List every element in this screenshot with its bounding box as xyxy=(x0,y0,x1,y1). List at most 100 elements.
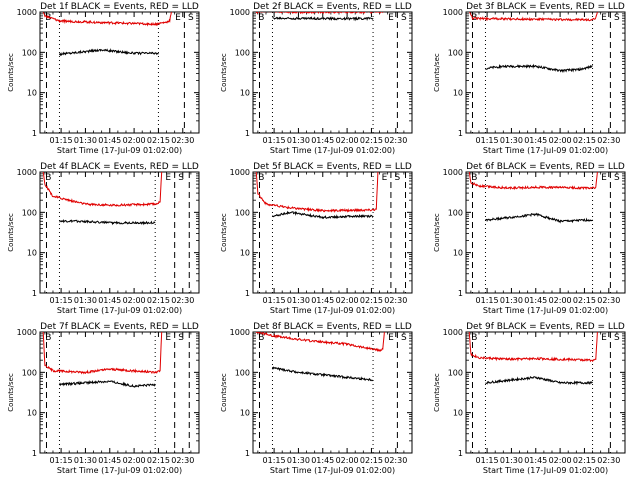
x-tick-label: 02:30 xyxy=(597,456,620,465)
y-tick-label: 1 xyxy=(458,289,463,298)
series-line-events xyxy=(272,366,374,382)
y-axis-label: Counts/sec xyxy=(220,373,228,412)
flag-label-e: E xyxy=(601,173,607,183)
chart-panel-3: Det 3f BLACK = Events, RED = LLD 1 10 100 10… xyxy=(433,2,626,155)
x-tick-label: 01:30 xyxy=(500,456,523,465)
flag-label-s: S xyxy=(614,333,620,343)
y-tick-label: 100 xyxy=(448,208,463,217)
flag-label-e: E xyxy=(165,173,171,183)
flag-label-start: B xyxy=(471,333,477,343)
x-tick-label: 02:30 xyxy=(384,136,407,145)
flag-label-start: B xyxy=(471,173,477,183)
chart-title: Det 6f BLACK = Events, RED = LLD xyxy=(466,162,625,172)
y-tick-label: 1000 xyxy=(17,168,37,177)
x-tick-label: 02:30 xyxy=(171,296,194,305)
x-axis-label: Start Time (17-Jul-09 01:02:00) xyxy=(483,306,608,315)
y-tick-label: 1000 xyxy=(443,8,463,17)
chart-panel-8: Det 8f BLACK = Events, RED = LLD 1 10 100 10… xyxy=(220,322,413,475)
x-tick-label: 02:00 xyxy=(336,136,359,145)
flag-label-s: S xyxy=(401,13,407,23)
plot-frame xyxy=(39,331,200,454)
x-tick-label: 01:30 xyxy=(500,296,523,305)
x-tick-label: 01:15 xyxy=(50,136,73,145)
chart-title: Det 4f BLACK = Events, RED = LLD xyxy=(40,162,199,172)
x-tick-label: 01:45 xyxy=(98,296,121,305)
x-tick-label: 02:00 xyxy=(123,456,146,465)
series-line-lld xyxy=(42,172,163,207)
flag-label-e: E xyxy=(165,333,171,343)
y-tick-label: 1 xyxy=(458,129,463,138)
y-tick-label: 1 xyxy=(32,129,37,138)
y-axis-label: Counts/sec xyxy=(220,53,228,92)
y-tick-label: 1 xyxy=(458,449,463,458)
chart-title: Det 3f BLACK = Events, RED = LLD xyxy=(466,2,625,12)
flag-label-e: E xyxy=(388,13,394,23)
series-line-events xyxy=(59,379,156,388)
x-tick-label: 01:15 xyxy=(476,296,499,305)
x-tick-label: 01:45 xyxy=(524,456,547,465)
y-tick-label: 10 xyxy=(453,89,463,98)
chart-title: Det 7f BLACK = Events, RED = LLD xyxy=(40,322,199,332)
series-line-lld xyxy=(255,172,379,213)
plot-frame xyxy=(465,11,626,134)
x-axis-label: Start Time (17-Jul-09 01:02:00) xyxy=(270,466,395,475)
series-line-lld xyxy=(468,332,598,363)
x-tick-label: 02:30 xyxy=(597,296,620,305)
x-axis-label: Start Time (17-Jul-09 01:02:00) xyxy=(483,466,608,475)
series-line-events xyxy=(485,212,593,224)
series-line-lld xyxy=(255,332,385,353)
flag-label-e: E xyxy=(601,13,607,23)
chart-title: Det 9f BLACK = Events, RED = LLD xyxy=(466,322,625,332)
y-axis-label: Counts/sec xyxy=(433,53,441,92)
x-axis-label: Start Time (17-Jul-09 01:02:00) xyxy=(483,146,608,155)
flag-label-e: E xyxy=(382,173,388,183)
y-tick-label: 10 xyxy=(27,409,37,418)
x-tick-label: 01:45 xyxy=(98,456,121,465)
plot-frame xyxy=(465,331,626,454)
series-line-lld xyxy=(42,332,163,375)
x-tick-label: 01:30 xyxy=(287,296,310,305)
y-tick-label: 100 xyxy=(235,208,250,217)
chart-panel-9: Det 9f BLACK = Events, RED = LLD 1 10 100 10… xyxy=(433,322,626,475)
chart-panel-4: Det 4f BLACK = Events, RED = LLD 1 10 100 10… xyxy=(7,162,200,315)
y-tick-label: 1 xyxy=(32,449,37,458)
series-line-events xyxy=(485,376,593,386)
x-tick-label: 02:15 xyxy=(147,296,170,305)
series-line-lld xyxy=(468,172,598,191)
x-tick-label: 01:30 xyxy=(287,136,310,145)
y-axis-label: Counts/sec xyxy=(7,53,15,92)
x-tick-label: 01:30 xyxy=(287,456,310,465)
y-tick-label: 1000 xyxy=(17,8,37,17)
flag-label-start: B xyxy=(45,13,51,23)
x-tick-label: 01:15 xyxy=(263,136,286,145)
x-tick-label: 02:00 xyxy=(336,296,359,305)
x-tick-label: 02:30 xyxy=(171,456,194,465)
chart-panel-7: Det 7f BLACK = Events, RED = LLD 1 10 100 10… xyxy=(7,322,200,475)
y-tick-label: 1 xyxy=(245,449,250,458)
x-tick-label: 01:45 xyxy=(311,136,334,145)
y-tick-label: 100 xyxy=(448,48,463,57)
y-tick-label: 100 xyxy=(22,48,37,57)
x-tick-label: 02:15 xyxy=(573,456,596,465)
x-tick-label: 01:15 xyxy=(50,296,73,305)
flag-label-s: S xyxy=(178,173,184,183)
y-axis-label: Counts/sec xyxy=(433,213,441,252)
flag-label-start: B xyxy=(258,13,264,23)
y-tick-label: 1 xyxy=(245,129,250,138)
chart-title: Det 8f BLACK = Events, RED = LLD xyxy=(253,322,412,332)
y-tick-label: 1000 xyxy=(443,168,463,177)
x-tick-label: 02:00 xyxy=(549,456,572,465)
x-tick-label: 02:00 xyxy=(336,456,359,465)
x-tick-label: 02:15 xyxy=(360,136,383,145)
x-tick-label: 02:30 xyxy=(597,136,620,145)
y-tick-label: 1000 xyxy=(230,168,250,177)
x-tick-label: 01:30 xyxy=(74,296,97,305)
chart-panel-5: Det 5f BLACK = Events, RED = LLD 1 10 100 10… xyxy=(220,162,413,315)
y-axis-label: Counts/sec xyxy=(220,213,228,252)
x-tick-label: 01:45 xyxy=(524,136,547,145)
x-axis-label: Start Time (17-Jul-09 01:02:00) xyxy=(270,306,395,315)
flag-label-start: B xyxy=(258,173,264,183)
chart-title: Det 5f BLACK = Events, RED = LLD xyxy=(253,162,412,172)
x-tick-label: 02:30 xyxy=(384,456,407,465)
